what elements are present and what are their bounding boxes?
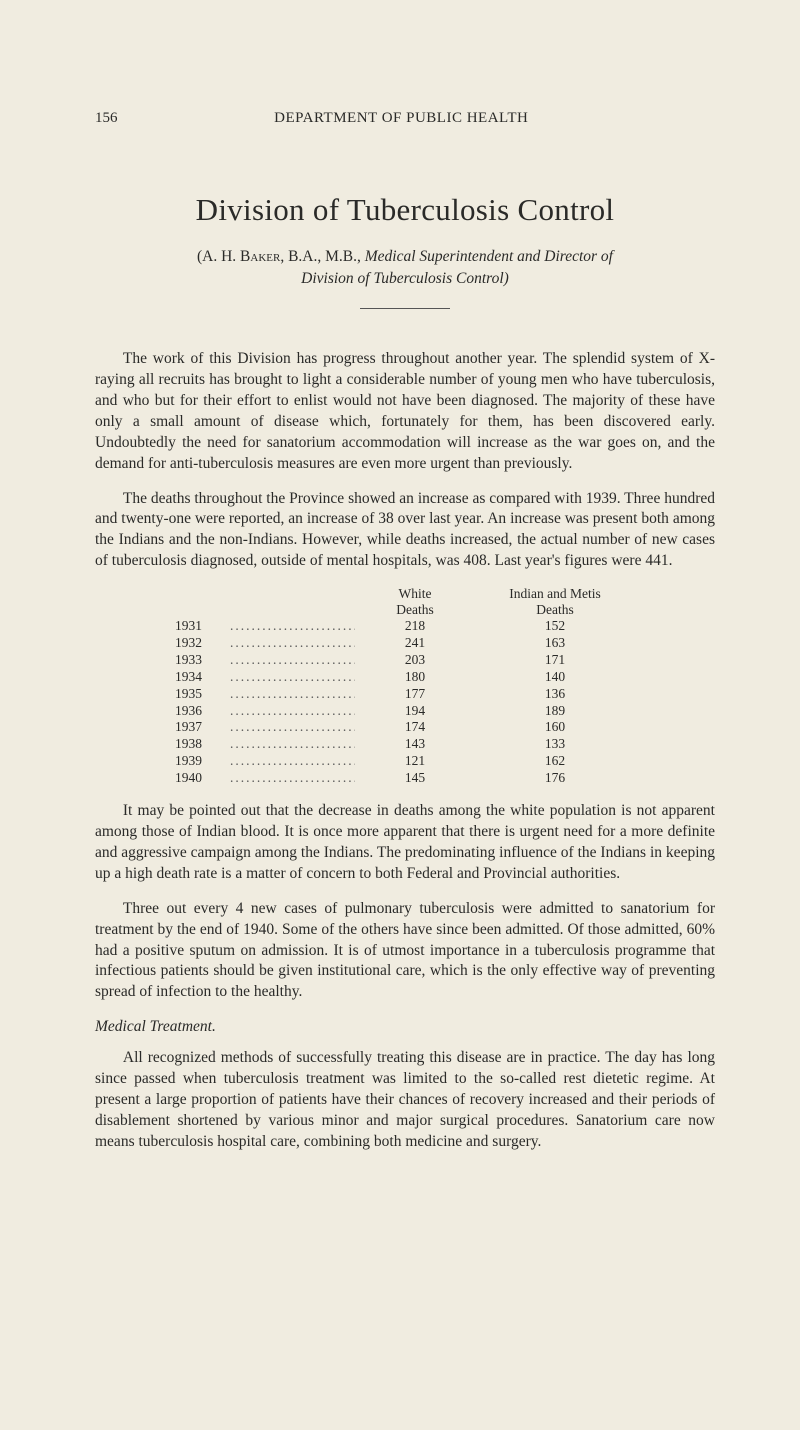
table-header-white: White Deaths <box>355 586 475 618</box>
cell-white: 145 <box>355 770 475 787</box>
header-line1: White <box>399 586 432 601</box>
cell-year: 1934 <box>175 669 230 686</box>
cell-white: 174 <box>355 719 475 736</box>
header-spacer <box>685 110 715 127</box>
cell-indian: 162 <box>475 753 635 770</box>
cell-white: 241 <box>355 635 475 652</box>
cell-indian: 152 <box>475 618 635 635</box>
cell-white: 177 <box>355 686 475 703</box>
cell-year: 1932 <box>175 635 230 652</box>
leader-dots: ................................ <box>230 703 355 720</box>
table-header-indian: Indian and Metis Deaths <box>475 586 635 618</box>
table-body: 1931................................2181… <box>175 618 635 787</box>
author-subline: Division of Tuberculosis Control) <box>95 270 715 288</box>
document-title: Division of Tuberculosis Control <box>95 192 715 228</box>
cell-year: 1931 <box>175 618 230 635</box>
leader-dots: ................................ <box>230 719 355 736</box>
cell-indian: 136 <box>475 686 635 703</box>
cell-year: 1938 <box>175 736 230 753</box>
paragraph: The deaths throughout the Province showe… <box>95 489 715 573</box>
author-role: Medical Superintendent and Director of <box>365 248 613 265</box>
subheading: Medical Treatment. <box>95 1017 715 1038</box>
paragraph: Three out every 4 new cases of pulmonary… <box>95 899 715 1004</box>
cell-indian: 176 <box>475 770 635 787</box>
cell-indian: 163 <box>475 635 635 652</box>
leader-dots: ................................ <box>230 635 355 652</box>
cell-year: 1939 <box>175 753 230 770</box>
cell-year: 1935 <box>175 686 230 703</box>
header-line2: Deaths <box>396 602 434 617</box>
leader-dots: ................................ <box>230 770 355 787</box>
cell-white: 143 <box>355 736 475 753</box>
cell-white: 218 <box>355 618 475 635</box>
table-header-blank <box>175 586 355 618</box>
table-row: 1931................................2181… <box>175 618 635 635</box>
cell-indian: 171 <box>475 652 635 669</box>
divider-rule <box>360 308 450 309</box>
table-row: 1937................................1741… <box>175 719 635 736</box>
table-row: 1934................................1801… <box>175 669 635 686</box>
cell-year: 1933 <box>175 652 230 669</box>
page: 156 DEPARTMENT OF PUBLIC HEALTH Division… <box>0 0 800 1227</box>
table-row: 1932................................2411… <box>175 635 635 652</box>
header-line1: Indian and Metis <box>509 586 600 601</box>
header-line2: Deaths <box>536 602 574 617</box>
cell-white: 121 <box>355 753 475 770</box>
author-degrees: B.A., M.B., <box>284 248 365 265</box>
table-row: 1940................................1451… <box>175 770 635 787</box>
leader-dots: ................................ <box>230 618 355 635</box>
leader-dots: ................................ <box>230 736 355 753</box>
cell-indian: 189 <box>475 703 635 720</box>
cell-white: 180 <box>355 669 475 686</box>
paragraph: It may be pointed out that the decrease … <box>95 801 715 885</box>
table-header-row: White Deaths Indian and Metis Deaths <box>175 586 635 618</box>
paragraph: All recognized methods of successfully t… <box>95 1048 715 1153</box>
cell-white: 203 <box>355 652 475 669</box>
cell-year: 1940 <box>175 770 230 787</box>
paragraph: The work of this Division has progress t… <box>95 349 715 475</box>
cell-white: 194 <box>355 703 475 720</box>
page-number: 156 <box>95 110 118 127</box>
leader-dots: ................................ <box>230 652 355 669</box>
table-row: 1933................................2031… <box>175 652 635 669</box>
author-surname: Baker, <box>240 248 284 265</box>
table-row: 1936................................1941… <box>175 703 635 720</box>
header-title: DEPARTMENT OF PUBLIC HEALTH <box>274 110 528 127</box>
leader-dots: ................................ <box>230 686 355 703</box>
leader-dots: ................................ <box>230 669 355 686</box>
author-line: (A. H. Baker, B.A., M.B., Medical Superi… <box>95 248 715 266</box>
table-row: 1939................................1211… <box>175 753 635 770</box>
running-header: 156 DEPARTMENT OF PUBLIC HEALTH <box>95 110 715 127</box>
cell-year: 1936 <box>175 703 230 720</box>
cell-year: 1937 <box>175 719 230 736</box>
author-prefix: (A. H. <box>197 248 240 265</box>
cell-indian: 133 <box>475 736 635 753</box>
table-row: 1938................................1431… <box>175 736 635 753</box>
table-row: 1935................................1771… <box>175 686 635 703</box>
cell-indian: 140 <box>475 669 635 686</box>
cell-indian: 160 <box>475 719 635 736</box>
leader-dots: ................................ <box>230 753 355 770</box>
deaths-table: White Deaths Indian and Metis Deaths 193… <box>175 586 635 787</box>
